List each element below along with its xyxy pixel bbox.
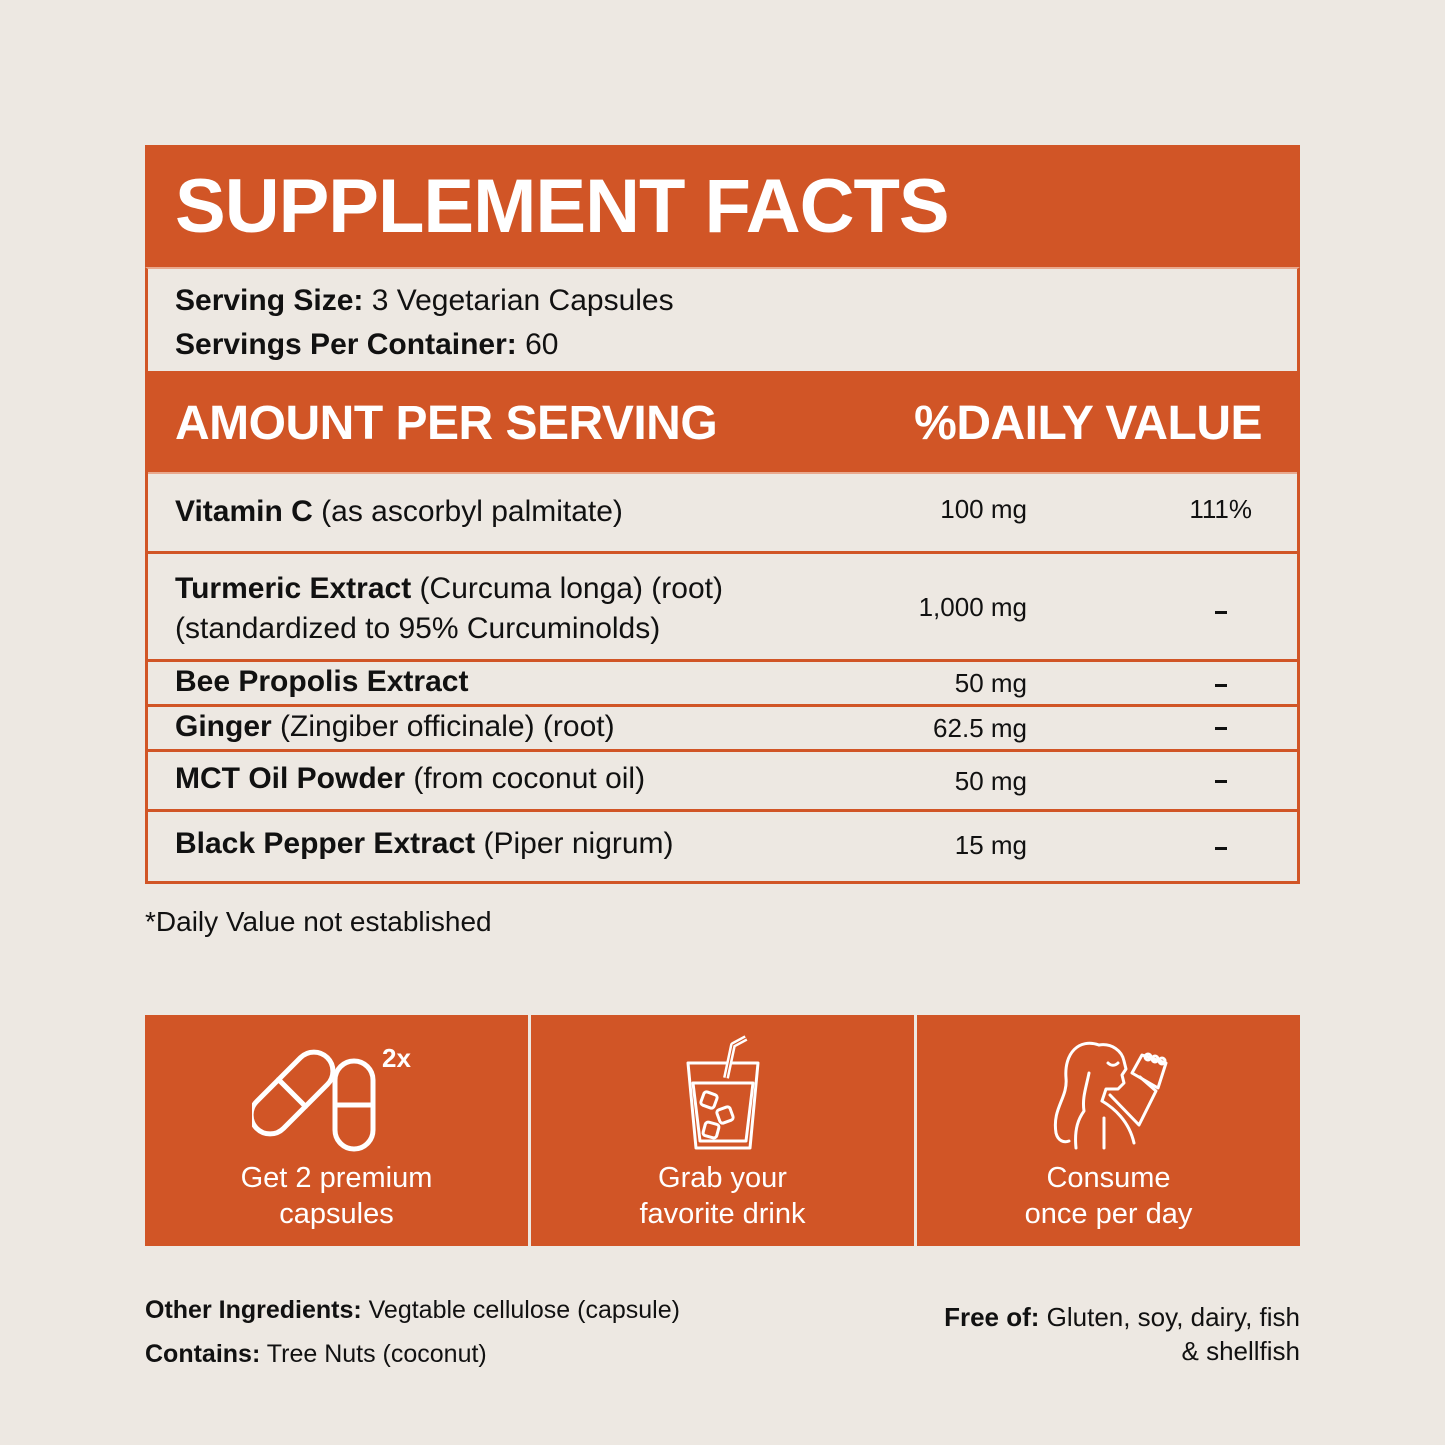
serving-size: Serving Size: 3 Vegetarian Capsules: [175, 284, 674, 317]
table-row: MCT Oil Powder (from coconut oil) 50 mg: [148, 749, 1297, 809]
table-row: Black Pepper Extract (Piper nigrum) 15 m…: [148, 809, 1297, 881]
step-capsules: 2x Get 2 premium capsules: [145, 1015, 528, 1246]
footnote: *Daily Value not established: [145, 906, 492, 937]
usage-steps: 2x Get 2 premium capsules Grab your favori…: [145, 1015, 1300, 1246]
ingredient-amount: 1,000 mg: [918, 592, 1027, 622]
step-consume: Consume once per day: [917, 1015, 1300, 1246]
ingredient-name: Vitamin C (as ascorbyl palmitate): [175, 495, 623, 528]
step-label: Consume once per day: [1024, 1162, 1193, 1230]
table-row: Ginger (Zingiber officinale) (root) 62.5…: [148, 704, 1297, 749]
ingredient-amount: 100 mg: [940, 494, 1027, 524]
serving-info: Serving Size: 3 Vegetarian Capsules Serv…: [145, 267, 1300, 371]
table-row: Turmeric Extract (Curcuma longa) (root)(…: [148, 551, 1297, 659]
ingredient-daily-value: 111%: [1189, 494, 1252, 524]
dv-dash: [1215, 611, 1227, 614]
free-of-block: Free of: Gluten, soy, dairy, fish & shel…: [944, 1302, 1300, 1366]
step-label: Grab your favorite drink: [639, 1162, 806, 1230]
table-row: Vitamin C (as ascorbyl palmitate) 100 mg…: [148, 472, 1297, 551]
column-header-bar: AMOUNT PER SERVING %DAILY VALUE: [145, 371, 1300, 472]
other-ingredients-block: Other Ingredients: Vegtable cellulose (c…: [145, 1288, 680, 1376]
dv-dash: [1215, 727, 1227, 730]
svg-text:2x: 2x: [382, 1043, 411, 1073]
capsules-icon: 2x: [248, 1033, 422, 1158]
table-row: Bee Propolis Extract 50 mg: [148, 659, 1297, 704]
woman-drinking-icon: [1044, 1033, 1174, 1158]
servings-per-container: Servings Per Container: 60: [175, 328, 559, 361]
daily-value-header: %DAILY VALUE: [914, 397, 1262, 450]
other-ingredients: Other Ingredients: Vegtable cellulose (c…: [145, 1296, 680, 1324]
dv-dash: [1215, 847, 1227, 850]
dv-dash: [1215, 684, 1227, 687]
ingredients-table: Vitamin C (as ascorbyl palmitate) 100 mg…: [145, 472, 1300, 884]
amount-per-serving-header: AMOUNT PER SERVING: [175, 397, 718, 450]
ingredient-name: Turmeric Extract (Curcuma longa) (root)(…: [175, 572, 723, 645]
ingredient-amount: 50 mg: [954, 668, 1027, 698]
ingredient-name: Bee Propolis Extract: [175, 665, 469, 698]
step-drink: Grab your favorite drink: [531, 1015, 914, 1246]
page-title: SUPPLEMENT FACTS: [175, 164, 950, 249]
ingredient-name: MCT Oil Powder (from coconut oil): [175, 762, 646, 795]
ingredient-amount: 62.5 mg: [933, 713, 1027, 743]
ingredient-name: Ginger (Zingiber officinale) (root): [175, 710, 615, 743]
drink-glass-icon: [678, 1033, 768, 1158]
ingredient-amount: 15 mg: [954, 830, 1027, 860]
ingredient-amount: 50 mg: [954, 766, 1027, 796]
title-bar: SUPPLEMENT FACTS: [145, 145, 1300, 267]
ingredient-name: Black Pepper Extract (Piper nigrum): [175, 827, 674, 860]
step-label: Get 2 premium capsules: [240, 1162, 433, 1230]
contains: Contains: Tree Nuts (coconut): [145, 1340, 487, 1368]
dv-dash: [1215, 780, 1227, 783]
supplement-facts-panel: SUPPLEMENT FACTS Serving Size: 3 Vegetar…: [145, 145, 1300, 884]
